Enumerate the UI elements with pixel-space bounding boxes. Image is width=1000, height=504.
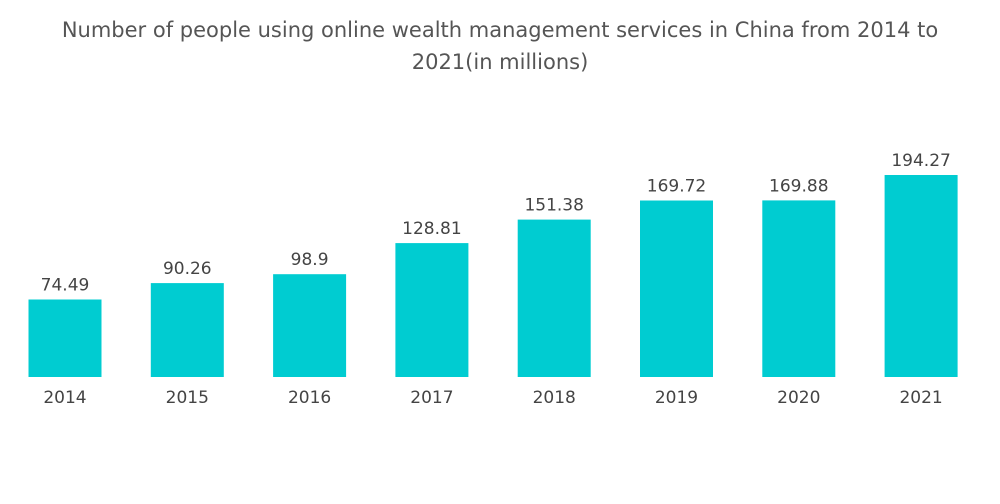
value-label-2017: 128.81: [402, 219, 461, 239]
value-label-2016: 98.9: [291, 250, 329, 270]
bar-2020: [762, 200, 836, 377]
value-label-2020: 169.88: [769, 176, 828, 196]
value-labels-layer: 74.49 90.26 98.9 128.81 151.38 169.72 169.88 19…: [41, 151, 951, 296]
bar-2021: [884, 175, 958, 377]
bar-2015: [150, 283, 224, 377]
bars-layer: [28, 175, 958, 377]
x-tick-label-2015: 2015: [166, 388, 209, 408]
x-tick-label-2017: 2017: [410, 388, 453, 408]
x-tick-label-2020: 2020: [777, 388, 820, 408]
x-tick-label-2014: 2014: [43, 388, 86, 408]
value-label-2021: 194.27: [891, 151, 950, 171]
x-tick-label-2019: 2019: [655, 388, 698, 408]
x-tick-label-2018: 2018: [533, 388, 576, 408]
bar-2017: [395, 243, 469, 377]
x-tick-label-2021: 2021: [899, 388, 942, 408]
x-axis-tick-labels: 2014 2015 2016 2017 2018 2019 2020 2021: [43, 388, 942, 408]
bar-2016: [273, 274, 347, 377]
bar-2019: [640, 200, 713, 377]
value-label-2019: 169.72: [647, 177, 706, 197]
x-tick-label-2016: 2016: [288, 388, 331, 408]
bar-2014: [28, 299, 102, 377]
value-label-2018: 151.38: [524, 196, 583, 216]
value-label-2015: 90.26: [163, 259, 212, 279]
chart-title: Number of people using online wealth man…: [61, 18, 939, 74]
value-label-2014: 74.49: [41, 276, 90, 296]
bar-2018: [517, 219, 591, 377]
